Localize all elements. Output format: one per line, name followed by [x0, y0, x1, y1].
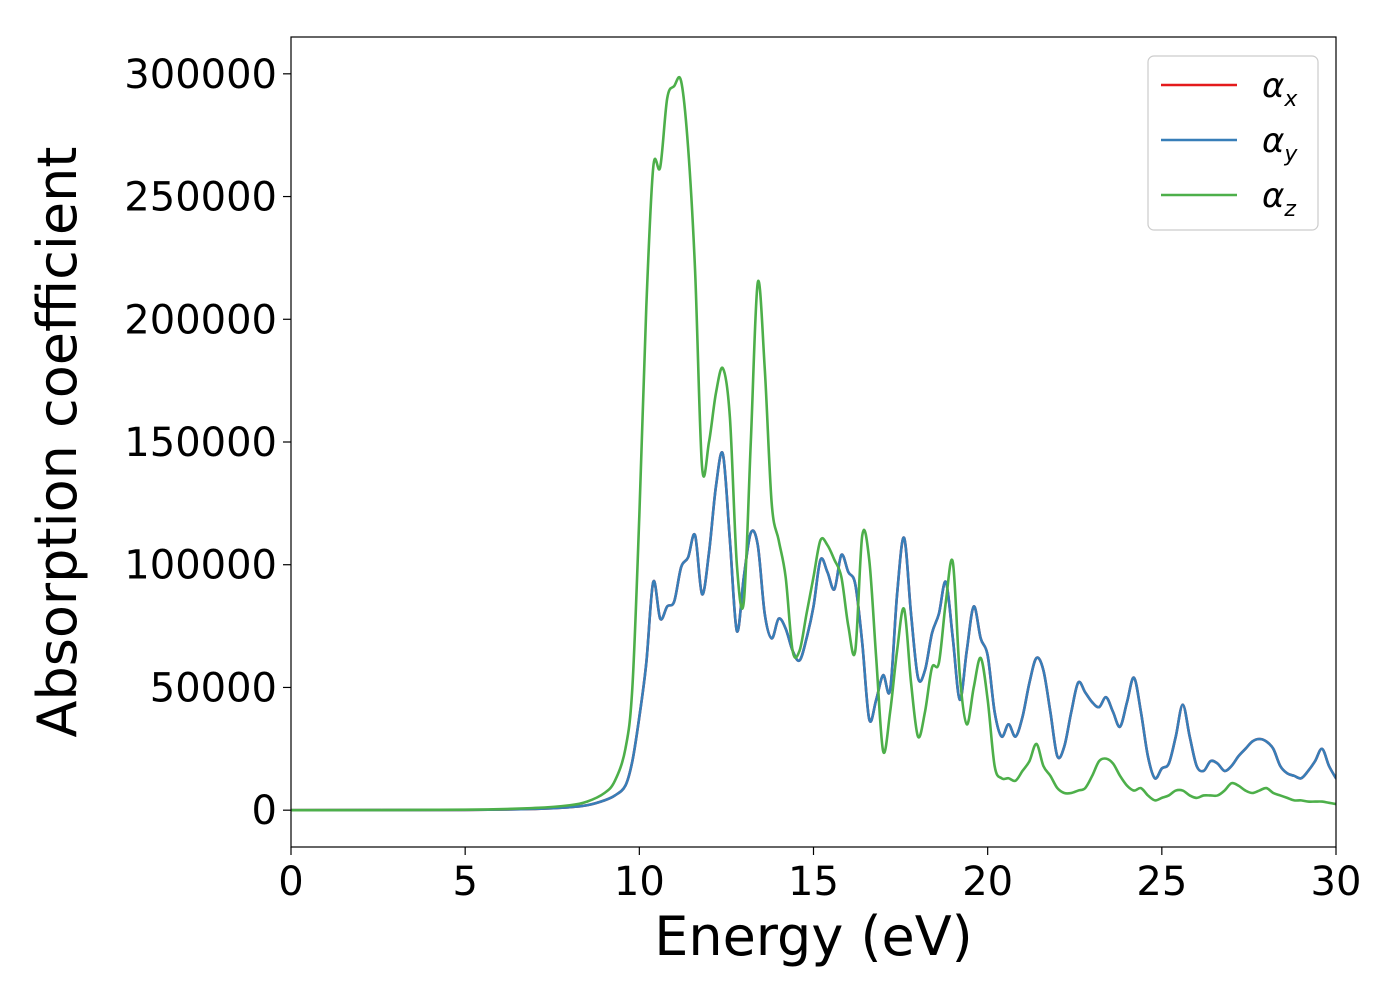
x-tick-label: 30 [1311, 859, 1362, 905]
x-tick-label: 0 [278, 859, 303, 905]
y-tick-label: 250000 [124, 175, 277, 221]
legend-symbol: α [1262, 121, 1284, 161]
x-tick-label: 15 [788, 859, 839, 905]
series-line-x [291, 451, 1336, 812]
y-tick-label: 300000 [124, 52, 277, 98]
series-line-y [291, 451, 1336, 812]
x-tick-label: 25 [1136, 859, 1187, 905]
legend-label-x: αx [1262, 66, 1298, 112]
series-line-z [291, 75, 1336, 812]
x-tick-label: 20 [962, 859, 1013, 905]
legend-symbol: α [1262, 66, 1284, 106]
y-tick-label: 100000 [124, 543, 277, 589]
y-tick-label: 150000 [124, 420, 277, 466]
y-axis-label: Absorption coefficient [26, 147, 89, 738]
x-tick-label: 5 [452, 859, 477, 905]
x-tick-label: 10 [614, 859, 665, 905]
y-tick-label: 0 [252, 788, 277, 834]
legend-label-y: αy [1262, 121, 1298, 167]
x-axis: 0 5 10 15 20 25 30 [278, 847, 1361, 905]
x-axis-label: Energy (eV) [654, 905, 973, 968]
legend-subscript: x [1283, 87, 1298, 112]
y-tick-label: 50000 [150, 665, 277, 711]
y-tick-label: 200000 [124, 297, 277, 343]
legend-label-z: αz [1262, 176, 1296, 222]
legend-subscript: y [1283, 142, 1298, 167]
series-layer [291, 75, 1336, 812]
legend-box [1147, 55, 1319, 231]
y-axis: 0 50000 100000 150000 200000 250000 300000 [124, 52, 291, 834]
legend-subscript: z [1283, 197, 1296, 222]
legend-symbol: α [1262, 176, 1284, 216]
